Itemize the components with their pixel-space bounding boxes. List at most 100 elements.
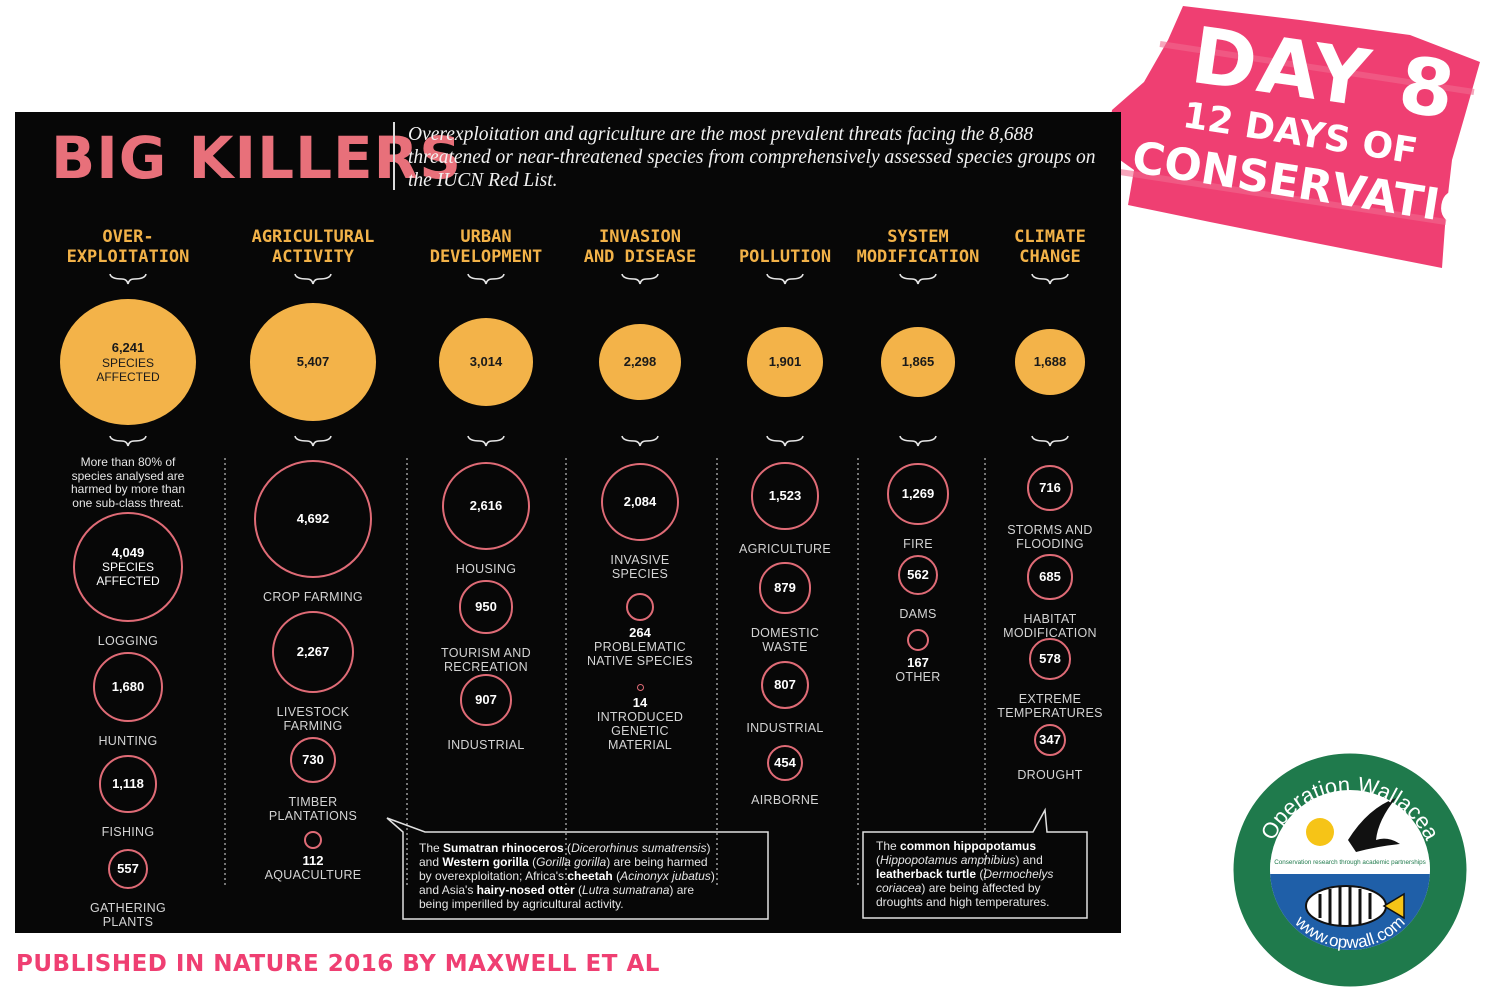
sub-threat-circle (1029, 638, 1071, 680)
panel-decorations (109, 273, 1088, 920)
threat-main-value: 6,241 (111, 339, 145, 355)
sub-threat-circle (626, 593, 654, 621)
sub-threat-label: CROP FARMING (263, 590, 363, 604)
sub-threat-label: AGRICULTURE (739, 541, 831, 556)
sub-threat-value: 454 (774, 755, 796, 770)
sub-threat-value: 807 (774, 677, 796, 692)
sub-threat-circle (906, 628, 930, 652)
threat-main-circle: 1,901 (747, 327, 823, 397)
sub-threat-circle (751, 462, 819, 530)
threat-main-value: 2,298 (623, 353, 657, 369)
sub-threat-value: 14 (632, 694, 648, 710)
sub-threat-circle (1026, 464, 1074, 512)
sub-threat-circle (99, 755, 157, 813)
column-note: More than 80% of species analysed are ha… (70, 455, 186, 510)
sub-threat-value: 264 (629, 624, 651, 640)
column-heading: SYSTEM MODIFICATION (856, 227, 980, 267)
sub-threat-label: INDUSTRIAL (447, 737, 525, 752)
sub-threat-label: AIRBORNE (751, 793, 819, 808)
sub-threat-label: INTRODUCED GENETIC MATERIAL (596, 709, 684, 752)
sub-threat-label: INDUSTRIAL (746, 721, 824, 736)
sub-threat-circle (766, 744, 804, 782)
sub-threat-value: 578 (1039, 651, 1061, 666)
sub-threat-value: 557 (117, 861, 139, 876)
column-heading: CLIMATE CHANGE (1014, 227, 1086, 267)
sub-threat-value: 685 (1039, 569, 1061, 584)
column-heading: URBAN DEVELOPMENT (429, 227, 543, 267)
sub-threat-label: STORMS AND FLOODING (1007, 523, 1093, 552)
threat-main-circle: 2,298 (598, 323, 682, 401)
bird-icon (1348, 798, 1400, 852)
sub-threat-value: 4,692 (296, 511, 330, 526)
sub-threat-value: 347 (1039, 732, 1061, 747)
sub-threat-label: DROUGHT (1017, 768, 1083, 783)
sub-threat-label: DAMS (899, 607, 937, 622)
column-heading: AGRICULTURAL ACTIVITY (251, 227, 375, 267)
sub-threat-value: 730 (302, 752, 324, 767)
publication-credit: PUBLISHED IN NATURE 2016 BY MAXWELL ET A… (16, 951, 660, 977)
sub-threat-circle (600, 462, 680, 542)
brace-mark (467, 273, 505, 285)
callout-line: and Western gorilla (Gorilla gorilla) ar… (419, 855, 708, 869)
brace-mark (899, 435, 937, 447)
sub-threat-circle (1027, 554, 1073, 600)
column-heading: OVER- EXPLOITATION (66, 227, 190, 267)
brace-mark (109, 273, 147, 285)
sub-threat-label: EXTREME TEMPERATURES (997, 691, 1103, 720)
sub-threat-label: LIVESTOCK FARMING (276, 705, 350, 733)
brace-mark (109, 435, 147, 447)
sub-threat-label: OTHER (895, 670, 941, 685)
callout-left-box (386, 817, 769, 920)
callout-line: coriacea) are being affected by (876, 881, 1041, 895)
sub-threat-label: PROBLEMATIC NATIVE SPECIES (586, 639, 694, 668)
sub-threat-label: FISHING (101, 824, 155, 839)
fish-icon (1305, 885, 1405, 927)
operation-wallacea-logo: Operation Wallacea www.opwall.com Conser… (1230, 750, 1470, 990)
sub-threat-value: 2,616 (469, 498, 503, 513)
sub-threat-value: 1,680 (111, 679, 145, 694)
title-divider (393, 122, 395, 190)
brace-mark (294, 273, 332, 285)
sub-threat-value: 4,049 (111, 545, 145, 560)
threat-main-unit: SPECIES AFFECTED (96, 355, 160, 384)
sub-threat-circle (73, 512, 183, 622)
threat-main-value: 3,014 (469, 353, 503, 369)
sub-threat-value: 1,118 (112, 776, 144, 791)
sub-threat-value: 167 (907, 655, 929, 671)
threat-main-circle: 1,688 (1014, 329, 1086, 395)
callout-line: leatherback turtle (Dermochelys (876, 867, 1054, 881)
sub-threat-label: LOGGING (97, 633, 159, 648)
sub-threat-circle (636, 683, 644, 691)
column-heading: POLLUTION (738, 247, 832, 267)
sub-threat-circle (107, 848, 149, 890)
sub-threat-circle (254, 460, 372, 578)
sub-threat-circle (897, 554, 939, 596)
threat-main-circle: 3,014 (438, 318, 534, 406)
sub-threat-circle (441, 461, 531, 551)
sub-threat-label: AQUACULTURE (264, 868, 362, 883)
sub-threat-label: HABITAT MODIFICATION (1003, 611, 1097, 640)
intro-text: Overexploitation and agriculture are the… (408, 124, 1096, 191)
sub-threat-circle (760, 660, 810, 710)
sub-threat-circle (303, 830, 323, 850)
page-title: BIG KILLERS (51, 124, 463, 192)
sub-threat-label: GATHERING PLANTS (89, 901, 167, 930)
sub-threat-value: 907 (475, 692, 497, 707)
threat-main-value: 1,688 (1033, 353, 1067, 369)
sub-threat-value: 950 (475, 599, 497, 614)
day8-banner (1106, 6, 1480, 268)
sub-threat-value: 716 (1039, 480, 1061, 495)
column-heading: INVASION AND DISEASE (583, 227, 697, 267)
sub-threat-label: TOURISM AND RECREATION (441, 645, 531, 674)
logo-tagline: Conservation research through academic p… (1274, 859, 1426, 866)
sub-threat-unit: SPECIES AFFECTED (96, 560, 160, 588)
sub-threat-value: 2,084 (623, 494, 657, 509)
sub-threat-label: HUNTING (98, 734, 158, 749)
brace-mark (1031, 273, 1069, 285)
brace-mark (1031, 435, 1069, 447)
brace-mark (467, 435, 505, 447)
brace-mark (294, 435, 332, 447)
sub-threat-label: TIMBER PLANTATIONS (268, 795, 358, 824)
sub-threat-circle (92, 651, 164, 723)
sub-threat-circle (887, 463, 949, 525)
